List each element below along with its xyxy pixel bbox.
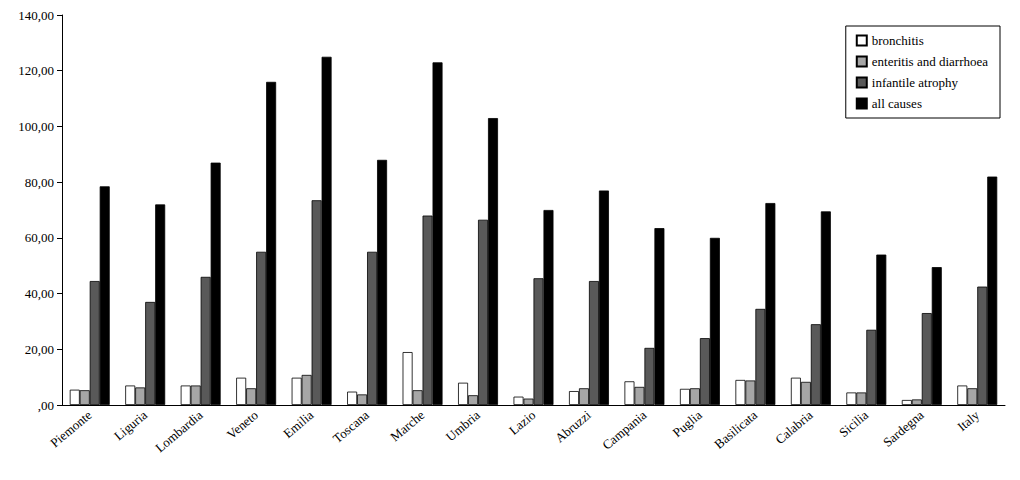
svg-text:Lombardia: Lombardia — [152, 407, 206, 455]
svg-text:60,00: 60,00 — [25, 230, 54, 245]
svg-text:enteritis and diarrhoea: enteritis and diarrhoea — [872, 54, 988, 69]
svg-text:20,00: 20,00 — [25, 342, 54, 357]
svg-text:Toscana: Toscana — [330, 407, 372, 446]
svg-text:140,00: 140,00 — [18, 8, 54, 23]
svg-text:Puglia: Puglia — [670, 407, 705, 440]
svg-text:Italy: Italy — [954, 407, 982, 434]
svg-text:Veneto: Veneto — [224, 407, 261, 442]
svg-text:Umbria: Umbria — [443, 407, 483, 444]
svg-text:80,00: 80,00 — [25, 175, 54, 190]
svg-text:Sicilia: Sicilia — [836, 407, 871, 440]
svg-text:40,00: 40,00 — [25, 286, 54, 301]
svg-text:120,00: 120,00 — [18, 63, 54, 78]
svg-text:Sardegna: Sardegna — [880, 407, 927, 450]
svg-text:Marche: Marche — [387, 407, 427, 444]
svg-text:Emilia: Emilia — [280, 407, 316, 441]
svg-text:Liguria: Liguria — [111, 407, 150, 443]
svg-text:,00: ,00 — [38, 398, 54, 413]
svg-text:Piemonte: Piemonte — [47, 407, 94, 450]
svg-text:infantile atrophy: infantile atrophy — [872, 75, 959, 90]
svg-text:Basilicata: Basilicata — [711, 407, 760, 452]
svg-text:Calabria: Calabria — [772, 407, 816, 447]
svg-text:100,00: 100,00 — [18, 119, 54, 134]
svg-text:Lazio: Lazio — [506, 407, 538, 438]
svg-text:Abruzzi: Abruzzi — [552, 407, 594, 446]
svg-text:all causes: all causes — [872, 96, 922, 111]
svg-text:bronchitis: bronchitis — [872, 33, 924, 48]
svg-text:Campania: Campania — [599, 407, 649, 453]
